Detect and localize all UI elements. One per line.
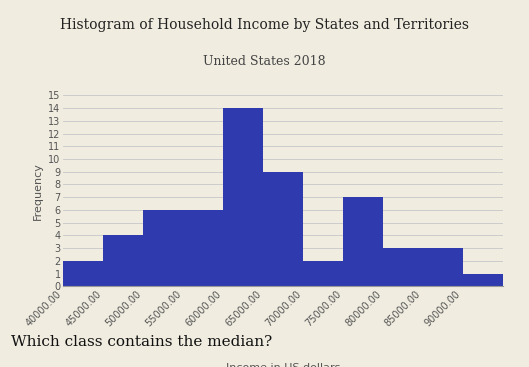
Text: Which class contains the median?: Which class contains the median? xyxy=(11,335,272,349)
Bar xyxy=(463,273,503,286)
Bar xyxy=(183,210,223,286)
Bar xyxy=(303,261,343,286)
Bar xyxy=(343,197,383,286)
Bar xyxy=(263,172,303,286)
Bar xyxy=(383,248,423,286)
X-axis label: Income in US dollars: Income in US dollars xyxy=(226,363,340,367)
Bar xyxy=(423,248,463,286)
Bar xyxy=(143,210,183,286)
Y-axis label: Frequency: Frequency xyxy=(33,162,43,220)
Text: Histogram of Household Income by States and Territories: Histogram of Household Income by States … xyxy=(60,18,469,32)
Bar xyxy=(223,108,263,286)
Text: United States 2018: United States 2018 xyxy=(203,55,326,68)
Bar xyxy=(63,261,103,286)
Bar xyxy=(103,235,143,286)
